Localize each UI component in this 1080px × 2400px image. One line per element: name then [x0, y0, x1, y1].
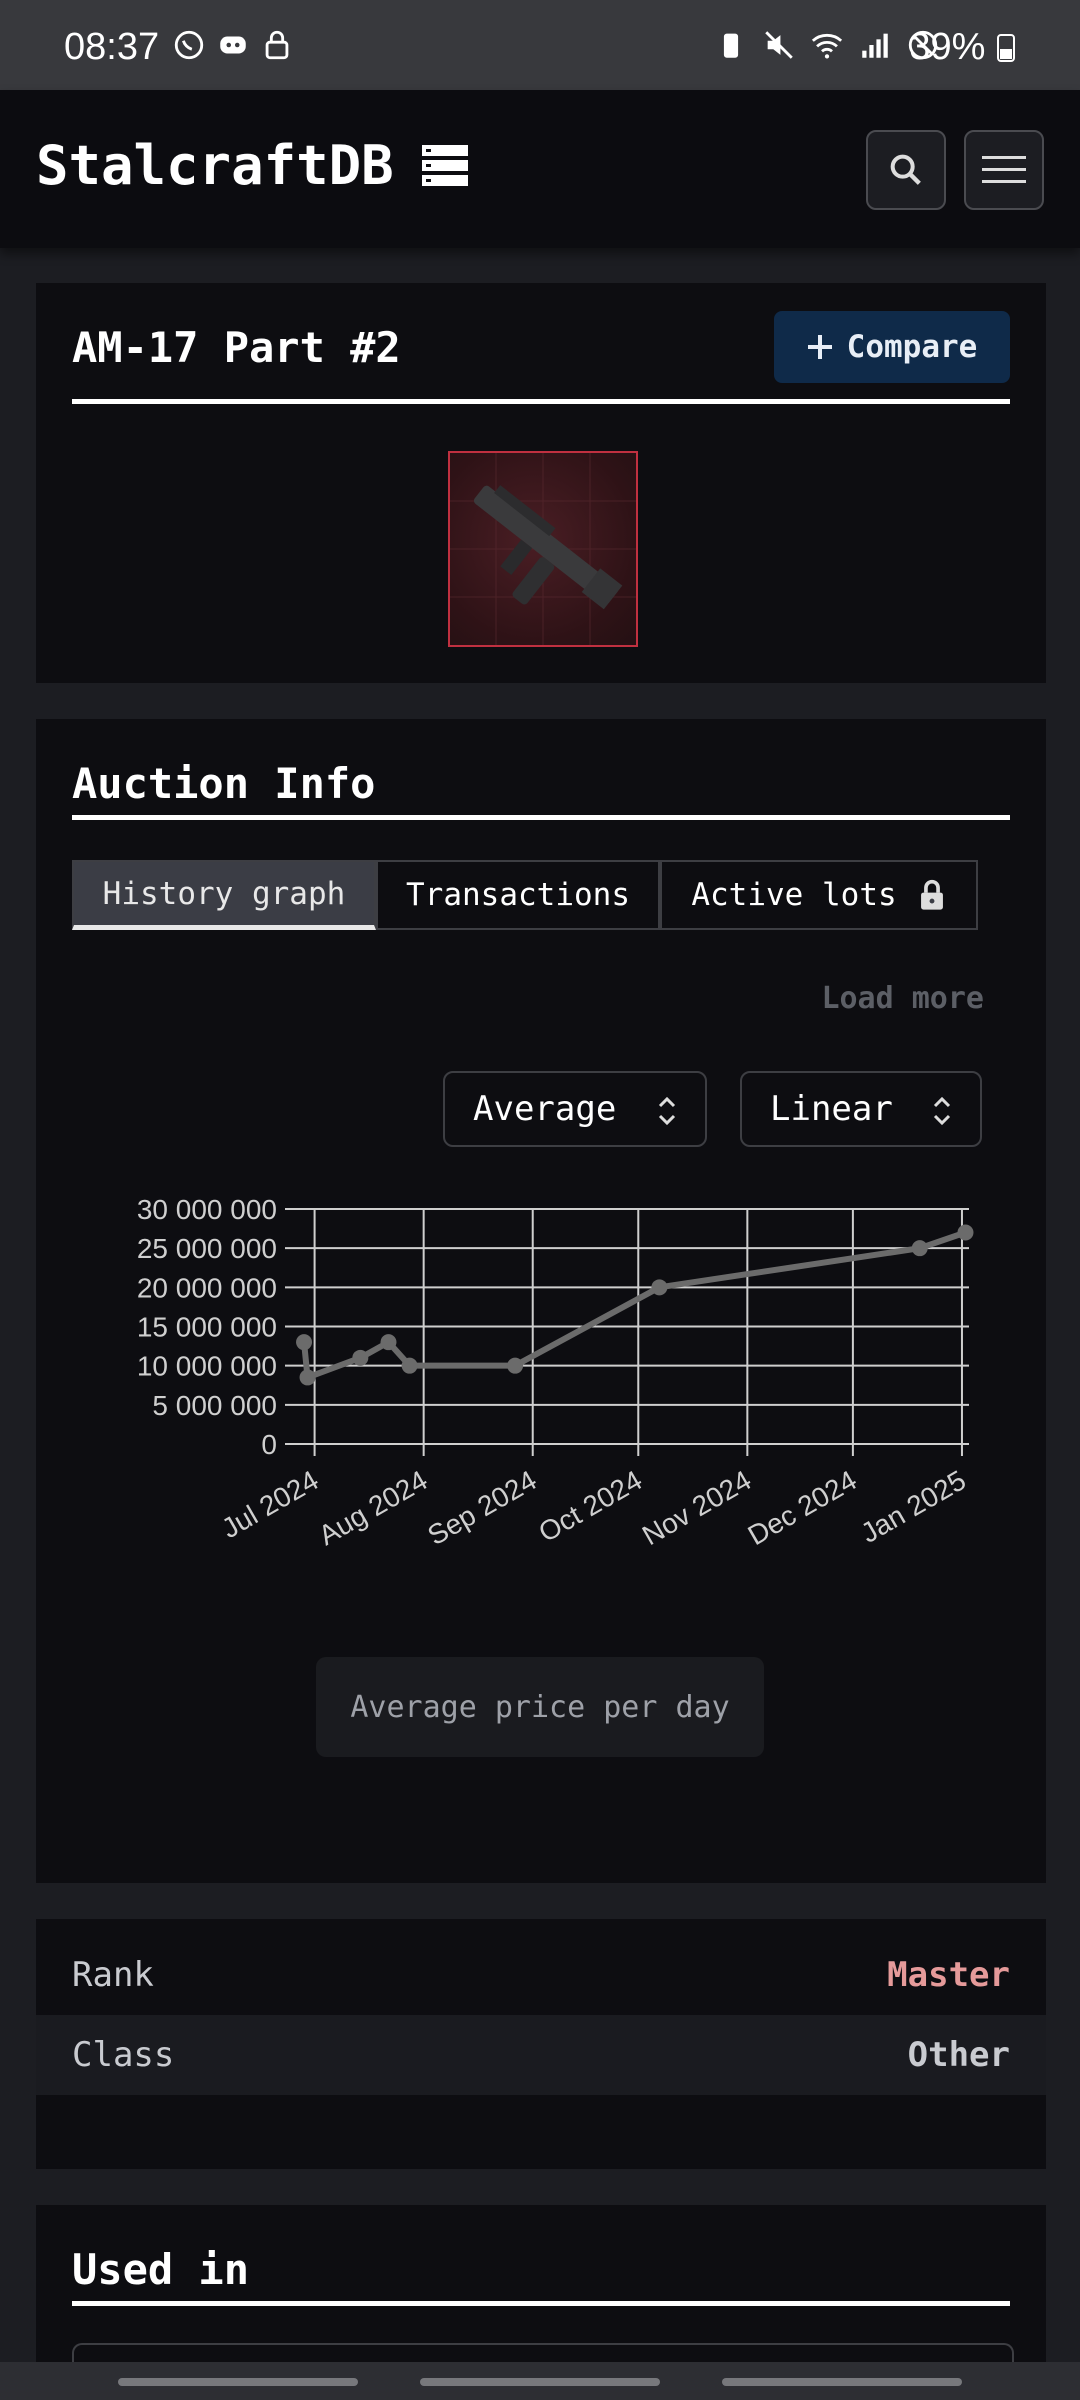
menu-button[interactable]: [964, 130, 1044, 210]
top-navbar: StalcraftDB: [0, 90, 1080, 248]
viber-icon: [174, 30, 204, 60]
x-tick-label: Oct 2024: [533, 1464, 647, 1548]
series-line: [301, 1229, 967, 1381]
auction-tabs: History graph Transactions Active lots: [72, 860, 978, 930]
y-tick-label: 10 000 000: [137, 1351, 277, 1382]
y-tick-label: 30 000 000: [137, 1194, 277, 1225]
discord-icon: [220, 36, 246, 54]
x-tick-label: Nov 2024: [637, 1464, 756, 1551]
data-point: [651, 1279, 668, 1296]
item-title: AM-17 Part #2: [72, 323, 401, 372]
mute-icon: [765, 31, 793, 59]
x-tick-label: Jul 2024: [216, 1464, 323, 1544]
y-tick-label: 15 000 000: [137, 1312, 277, 1343]
brand-logo[interactable]: StalcraftDB: [36, 134, 468, 197]
data-point: [299, 1369, 316, 1386]
scale-select[interactable]: Linear: [740, 1071, 982, 1147]
battery-level: 39%: [909, 26, 1016, 69]
chart-caption: Average price per day: [316, 1657, 764, 1757]
tab-history-graph[interactable]: History graph: [72, 860, 376, 930]
auction-title: Auction Info: [72, 759, 376, 808]
system-navigation-bar: [0, 2362, 1080, 2400]
item-card: AM-17 Part #2 Compare: [36, 283, 1046, 683]
do-not-disturb-icon: [908, 30, 938, 60]
status-bar: 08:37 39%: [0, 0, 1080, 90]
nav-pill[interactable]: [722, 2378, 962, 2386]
battery-saver-icon: [723, 33, 739, 58]
status-time: 08:37: [64, 26, 160, 68]
server-stack-icon: [421, 144, 468, 186]
detail-row-class: Class Other: [36, 2015, 1046, 2095]
data-point: [957, 1224, 974, 1241]
data-point: [911, 1240, 928, 1257]
detail-row-rank: Rank Master: [36, 1935, 1046, 2015]
data-point: [401, 1357, 418, 1374]
data-point: [296, 1334, 313, 1351]
hamburger-menu-icon: [982, 156, 1026, 183]
status-system-icons: [714, 28, 940, 62]
y-tick-label: 0: [261, 1429, 277, 1460]
chevron-up-down-icon: [658, 1096, 676, 1126]
search-icon: [890, 154, 921, 185]
y-tick-label: 25 000 000: [137, 1233, 277, 1264]
tab-transactions[interactable]: Transactions: [376, 860, 660, 930]
auction-card: Auction Info History graph Transactions …: [36, 719, 1046, 1883]
aggregation-select[interactable]: Average: [443, 1071, 707, 1147]
search-button[interactable]: [866, 130, 946, 210]
used-in-title: Used in: [72, 2245, 250, 2294]
data-point: [352, 1349, 369, 1366]
app-title: StalcraftDB: [36, 134, 394, 197]
status-notification-icons: [172, 28, 294, 62]
load-more-button[interactable]: Load more: [821, 981, 984, 1016]
x-tick-label: Dec 2024: [743, 1464, 862, 1551]
nav-pill[interactable]: [118, 2378, 358, 2386]
compare-button[interactable]: Compare: [774, 311, 1010, 383]
detail-key: Rank: [72, 1955, 154, 1995]
data-point: [507, 1357, 524, 1374]
used-in-card: Used in: [36, 2205, 1046, 2375]
details-card: Rank Master Class Other: [36, 1919, 1046, 2169]
used-in-tabs: [72, 2343, 1014, 2375]
detail-key: Class: [72, 2035, 175, 2075]
y-tick-label: 20 000 000: [137, 1272, 277, 1303]
signal-icon: [862, 33, 888, 58]
plus-icon: [807, 335, 832, 359]
y-tick-label: 5 000 000: [152, 1390, 277, 1421]
item-image: [448, 451, 638, 647]
title-underline: [72, 399, 1010, 404]
price-history-chart: 0 5 000 000 10 000 000 15 000 000 20 000 000…: [36, 1187, 1046, 1567]
rifle-part-icon: [450, 453, 636, 645]
x-tick-label: Sep 2024: [422, 1464, 541, 1551]
detail-value: Master: [887, 1955, 1010, 1995]
x-tick-label: Jan 2025: [856, 1464, 971, 1548]
lock-icon: [265, 30, 289, 60]
nav-pill[interactable]: [420, 2378, 660, 2386]
tab-active-lots[interactable]: Active lots: [660, 860, 978, 930]
wifi-icon: [811, 33, 843, 59]
chevron-up-down-icon: [933, 1096, 951, 1126]
price-history-svg: 0 5 000 000 10 000 000 15 000 000 20 000 000…: [137, 1194, 974, 1551]
title-underline: [72, 815, 1010, 820]
title-underline: [72, 2301, 1010, 2306]
lock-icon: [920, 879, 943, 910]
x-tick-label: Aug 2024: [313, 1464, 432, 1551]
battery-icon: [997, 34, 1015, 62]
data-point: [380, 1334, 397, 1351]
detail-value: Other: [907, 2035, 1010, 2075]
